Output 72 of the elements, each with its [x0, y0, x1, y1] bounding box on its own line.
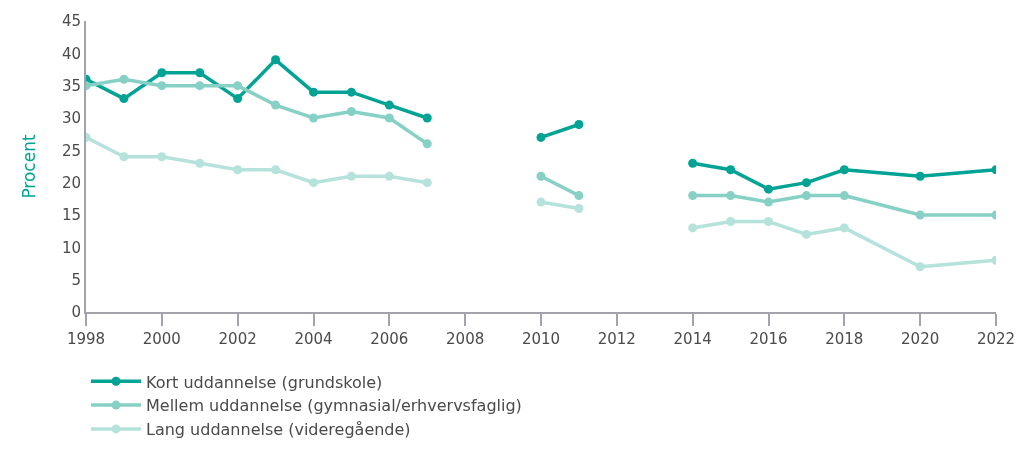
- legend-label: Kort uddannelse (grundskole): [146, 372, 383, 392]
- y-tick-label: 35: [61, 76, 81, 95]
- y-tick-label: 10: [61, 238, 81, 257]
- point: [233, 165, 243, 175]
- legend-label: Lang uddannelse (videregående): [146, 420, 411, 440]
- x-tick-label: 2000: [142, 330, 181, 348]
- y-axis-title: Procent: [18, 134, 39, 199]
- legend-label: Mellem uddannelse (gymnasial/erhvervsfaglig): [146, 396, 522, 416]
- point: [157, 81, 167, 91]
- y-tick-label: 15: [61, 206, 81, 225]
- point: [839, 223, 849, 233]
- point: [688, 191, 698, 201]
- y-tick-label: 40: [61, 44, 81, 63]
- x-tick-label: 2020: [901, 330, 940, 348]
- y-tick-label: 0: [71, 303, 81, 322]
- x-tick-label: 2012: [597, 330, 636, 348]
- point: [726, 191, 736, 201]
- point: [271, 165, 281, 175]
- point: [195, 68, 205, 78]
- x-tick-label: 2010: [521, 330, 561, 348]
- y-tick-label: 25: [61, 141, 81, 160]
- point: [271, 55, 281, 65]
- x-tick-label: 2018: [825, 330, 864, 348]
- point: [119, 94, 129, 104]
- point: [422, 178, 432, 188]
- point: [195, 158, 205, 168]
- point: [839, 165, 849, 175]
- y-tick-label: 45: [61, 12, 81, 31]
- point: [764, 197, 773, 207]
- point: [271, 100, 281, 110]
- point: [309, 113, 318, 123]
- point: [119, 152, 129, 162]
- point: [726, 165, 736, 175]
- point: [915, 262, 925, 272]
- x-tick-label: 2008: [446, 330, 485, 348]
- point: [915, 171, 925, 181]
- point: [157, 152, 167, 162]
- x-tick-label: 2006: [370, 330, 409, 348]
- point: [726, 216, 736, 226]
- point: [688, 158, 698, 168]
- point: [233, 81, 243, 91]
- point: [309, 178, 318, 188]
- x-tick-label: 2014: [673, 330, 712, 348]
- point: [422, 139, 432, 149]
- point: [119, 74, 129, 84]
- point: [688, 223, 698, 233]
- point: [346, 87, 356, 97]
- point: [384, 113, 394, 123]
- x-tick-label: 2004: [294, 330, 333, 348]
- y-tick-label: 30: [61, 109, 81, 128]
- point: [801, 191, 811, 201]
- point: [157, 68, 167, 78]
- point: [839, 191, 849, 201]
- point: [801, 229, 811, 239]
- y-tick-label: 20: [61, 173, 81, 192]
- point: [346, 107, 356, 117]
- point: [384, 171, 394, 181]
- point: [309, 87, 318, 97]
- point: [233, 94, 243, 104]
- point: [764, 216, 773, 226]
- x-tick-label: 2022: [976, 330, 1016, 348]
- x-tick-label: 2016: [749, 330, 788, 348]
- point: [801, 178, 811, 188]
- point: [764, 184, 773, 194]
- point: [346, 171, 356, 181]
- point: [915, 210, 925, 220]
- x-tick-label: 2002: [218, 330, 257, 348]
- x-tick-label: 1998: [66, 330, 106, 348]
- point: [422, 113, 432, 123]
- y-tick-label: 5: [71, 270, 81, 289]
- point: [195, 81, 205, 91]
- point: [384, 100, 394, 110]
